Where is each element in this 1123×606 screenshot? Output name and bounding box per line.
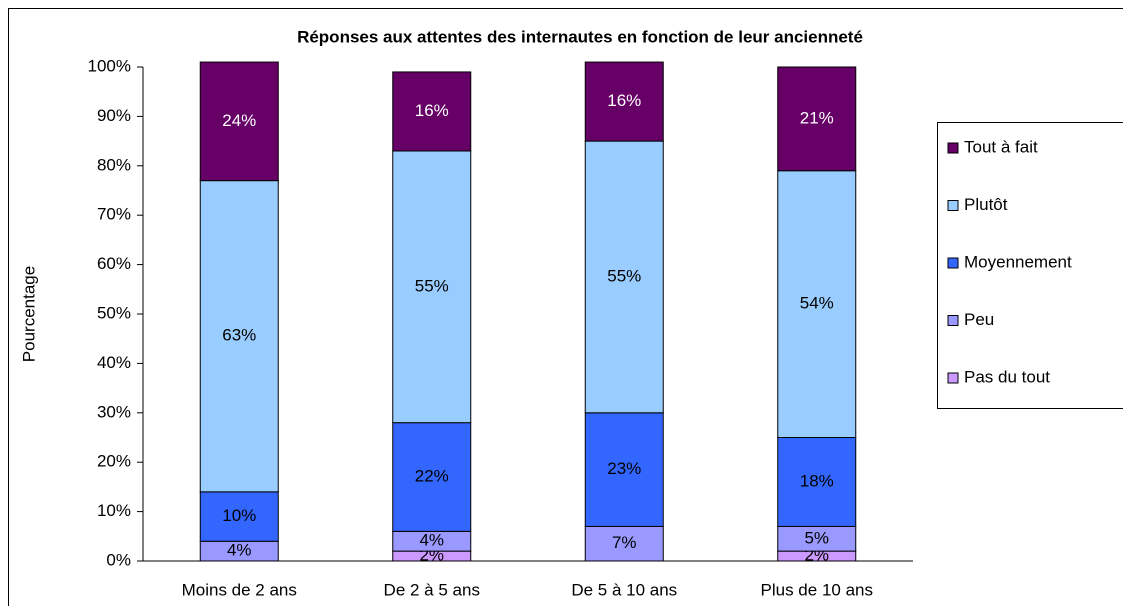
data-label: 7% — [612, 533, 637, 552]
bar-segment — [199, 491, 279, 542]
bar-segment — [777, 525, 857, 552]
data-label: 63% — [222, 326, 256, 345]
bar-segment — [392, 150, 472, 424]
data-label: 16% — [415, 101, 449, 120]
bar-segment — [392, 71, 472, 152]
y-tick-label: 40% — [97, 353, 131, 372]
legend-label: Moyennement — [964, 252, 1072, 271]
legend-swatch — [947, 257, 959, 269]
x-tick-label: Moins de 2 ans — [182, 580, 297, 599]
data-label: 4% — [419, 531, 444, 550]
legend-swatch — [947, 315, 959, 326]
bar-segment — [199, 180, 279, 493]
y-tick-label: 0% — [106, 550, 131, 569]
data-label: 18% — [800, 471, 834, 490]
y-tick-label: 70% — [97, 205, 131, 224]
legend-swatch — [947, 372, 959, 384]
bar-segment — [584, 412, 664, 527]
y-tick-label: 60% — [97, 254, 131, 273]
legend-label: Tout à fait — [964, 137, 1038, 156]
bar-segment — [777, 66, 857, 172]
data-label: 22% — [415, 467, 449, 486]
x-tick-label: De 2 à 5 ans — [384, 580, 480, 599]
data-label: 55% — [415, 276, 449, 295]
x-tick-label: Plus de 10 ans — [761, 580, 873, 599]
y-tick-label: 30% — [97, 402, 131, 421]
data-label: 24% — [222, 111, 256, 130]
data-label: 5% — [804, 528, 829, 547]
x-tick-label: De 5 à 10 ans — [571, 580, 677, 599]
bar-segment — [777, 437, 857, 527]
legend-label: Plutôt — [964, 195, 1008, 214]
y-tick-label: 50% — [97, 303, 131, 322]
legend-label: Pas du tout — [964, 367, 1050, 386]
data-label: 21% — [800, 108, 834, 127]
legend-box — [937, 122, 1123, 409]
y-tick-label: 10% — [97, 501, 131, 520]
legend-swatch — [947, 142, 959, 154]
bar-segment — [777, 170, 857, 439]
data-label: 4% — [227, 541, 252, 560]
bar-segment — [584, 140, 664, 414]
bar-segment — [584, 525, 664, 562]
data-label: 10% — [222, 506, 256, 525]
bar-segment — [584, 61, 664, 142]
chart-title: Réponses aux attentes des internautes en… — [297, 27, 863, 46]
legend-label: Peu — [964, 310, 994, 329]
y-tick-label: 90% — [97, 106, 131, 125]
y-axis-title: Pourcentage — [19, 266, 38, 362]
data-label: 16% — [607, 91, 641, 110]
y-tick-label: 80% — [97, 155, 131, 174]
y-tick-label: 20% — [97, 452, 131, 471]
legend-swatch — [947, 200, 959, 211]
data-label: 23% — [607, 459, 641, 478]
data-label: 54% — [800, 294, 834, 313]
data-label: 55% — [607, 266, 641, 285]
bar-segment — [199, 61, 279, 182]
y-tick-label: 100% — [88, 56, 131, 75]
